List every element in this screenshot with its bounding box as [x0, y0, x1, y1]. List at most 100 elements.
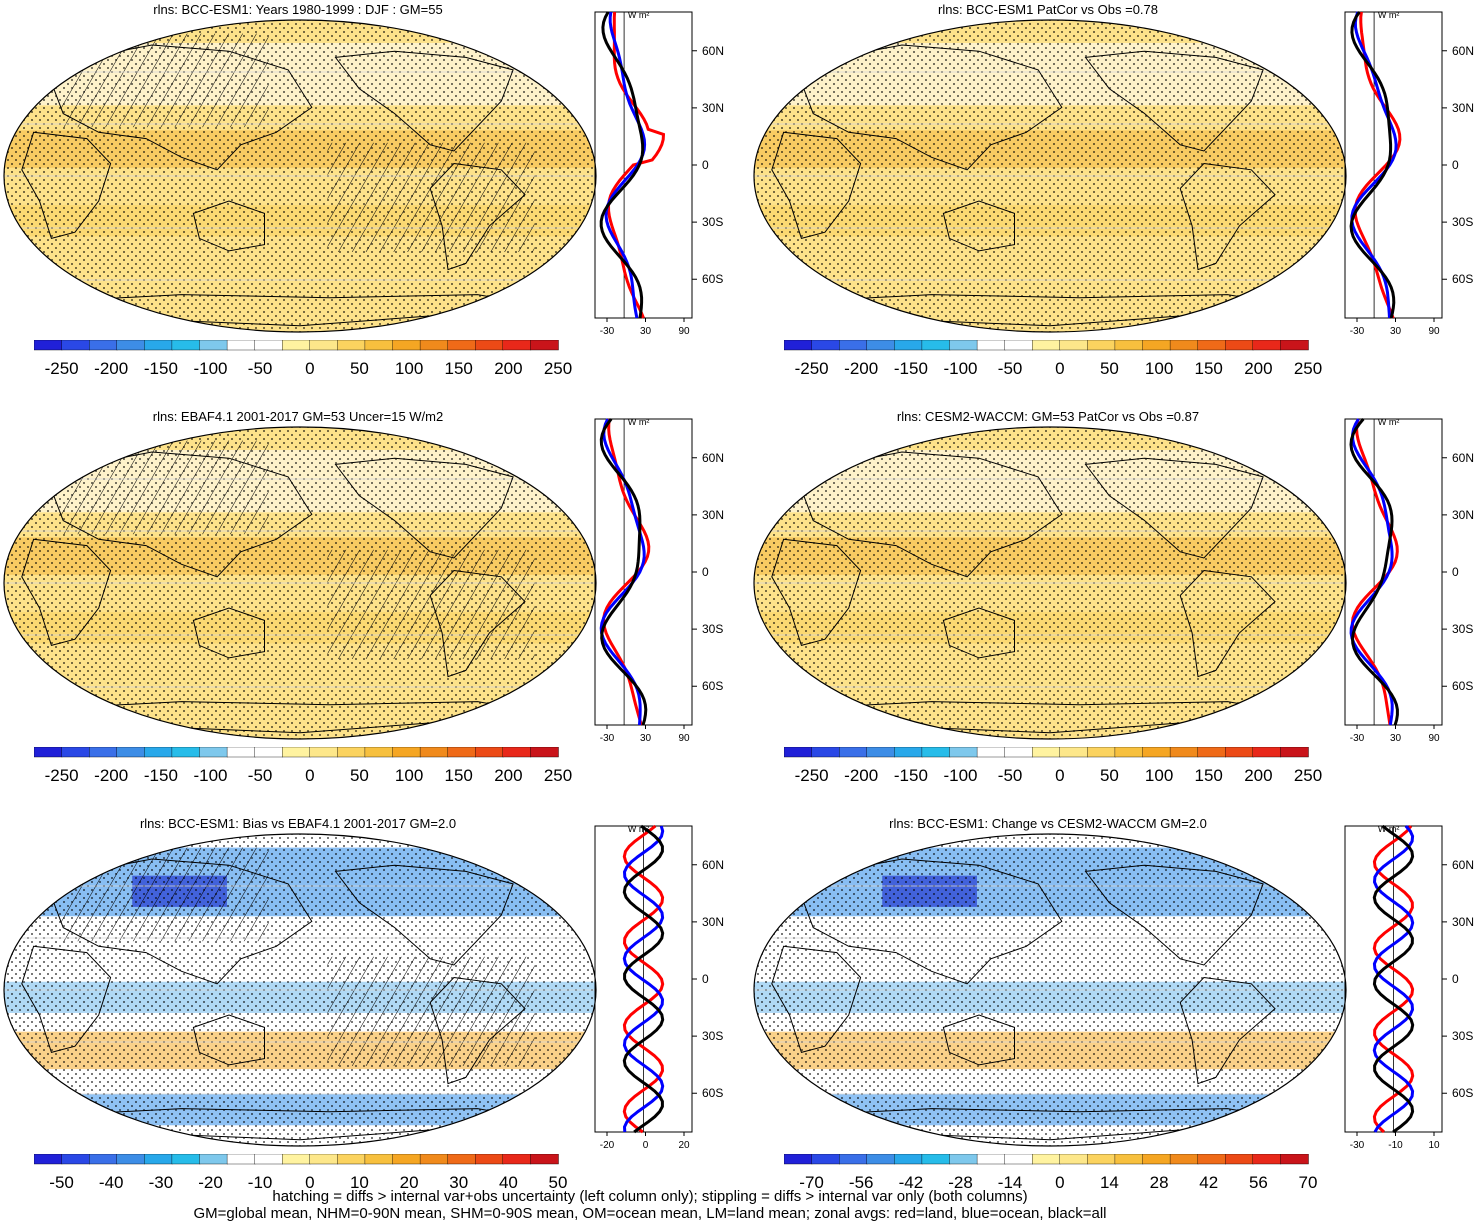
coastline-eurasia: [50, 44, 313, 171]
coastline-australia: [192, 200, 265, 252]
coastline-n-america: [1084, 457, 1264, 559]
colorbar-tick-label: 250: [544, 766, 572, 785]
coastline-n-america: [334, 50, 514, 152]
colorbar-swatch: [1114, 747, 1144, 758]
lat-label: 30N: [1452, 508, 1474, 522]
lat-label: 60S: [1452, 1086, 1473, 1100]
colorbar-tick-label: -200: [844, 766, 878, 785]
colorbar-tick-label: -100: [943, 766, 977, 785]
lat-label: 0: [1452, 158, 1459, 172]
colorbar-swatch: [1031, 340, 1061, 351]
map-panel: [753, 426, 1347, 740]
colorbar-swatch: [921, 340, 951, 351]
colorbar-tick-label: 50: [1100, 766, 1119, 785]
colorbar-tick-label: -250: [795, 359, 829, 378]
colorbar-swatch: [34, 340, 63, 351]
colorbar-swatch: [89, 1154, 118, 1165]
colorbar-tick-label: -50: [998, 766, 1023, 785]
colorbar-swatch: [921, 1154, 951, 1165]
lat-label: 60S: [1452, 679, 1473, 693]
x-tick-label: 10: [1428, 1140, 1440, 1151]
colorbar-swatch: [116, 1154, 145, 1165]
colorbar-swatch: [199, 340, 228, 351]
units-label: W m²: [628, 10, 650, 20]
colorbar-tick-label: -200: [844, 359, 878, 378]
panel-title: rlns: EBAF4.1 2001-2017 GM=53 Uncer=15 W…: [152, 409, 444, 424]
colorbar-swatch: [976, 1154, 1006, 1165]
colorbar-swatch: [811, 340, 840, 351]
panel-title: rlns: BCC-ESM1 PatCor vs Obs =0.78: [938, 2, 1158, 17]
lat-label: 30S: [1452, 215, 1473, 229]
zonal-curve-ocean: [1349, 418, 1394, 726]
panel-title: rlns: BCC-ESM1: Years 1980-1999 : DJF : …: [153, 2, 443, 17]
coastline-n-america: [334, 864, 514, 966]
map-field: [4, 427, 596, 739]
coastline-s-america: [429, 162, 526, 271]
colorbar-swatch: [1004, 340, 1033, 351]
colorbar-swatch: [337, 340, 366, 351]
colorbar: -250 -200 -150 -100 -50 0 50 100 150 200 250: [34, 340, 572, 378]
colorbar: -250 -200 -150 -100 -50 0 50 100 150 200 250: [34, 747, 572, 785]
colorbar-swatch: [309, 1154, 339, 1165]
x-tick-label: -30: [600, 326, 615, 337]
colorbar-swatch: [1169, 1154, 1199, 1165]
x-tick-label: 90: [1428, 733, 1440, 744]
colorbar-swatch: [392, 340, 421, 351]
colorbar-tick-label: 200: [494, 766, 522, 785]
x-tick-label: 0: [643, 1140, 649, 1151]
colorbar-swatch: [1197, 747, 1227, 758]
colorbar-swatch: [171, 340, 201, 351]
map-field: [4, 20, 596, 332]
coastline-africa: [771, 131, 862, 240]
panel-title: rlns: CESM2-WACCM: GM=53 PatCor vs Obs =…: [896, 409, 1200, 424]
coastline-australia: [942, 607, 1015, 659]
lat-label: 30N: [702, 508, 724, 522]
colorbar-swatch: [171, 1154, 201, 1165]
colorbar: -70 -56 -42 -28 -14 0 14 28 42 56 70: [784, 1154, 1317, 1192]
colorbar-swatch: [475, 340, 504, 351]
colorbar-tick-label: -250: [45, 766, 79, 785]
x-tick-label: -30: [1350, 326, 1365, 337]
colorbar-tick-label: 50: [1100, 359, 1119, 378]
colorbar-swatch: [364, 747, 394, 758]
map-panel: [3, 19, 597, 333]
colorbar-tick-label: -150: [894, 766, 928, 785]
hatching: [61, 847, 269, 942]
coastline-africa: [771, 945, 862, 1054]
coastline-eurasia: [50, 451, 313, 578]
zonal-mean-plot: W m² 60N 30N 0 30S 60S -30 30 90: [594, 417, 724, 744]
zonal-mean-plot: W m² 60N 30N 0 30S 60S -30 30 90: [1344, 10, 1474, 337]
colorbar-tick-label: -100: [193, 359, 227, 378]
lat-label: 60N: [702, 451, 724, 465]
zonal-curve-land: [1372, 825, 1415, 1134]
lat-label: 60N: [702, 44, 724, 58]
zonal-curve-land: [1353, 11, 1402, 319]
colorbar-swatch: [1142, 1154, 1171, 1165]
colorbar-swatch: [61, 340, 90, 351]
colorbar-swatch: [894, 1154, 923, 1165]
colorbar-swatch: [199, 747, 228, 758]
colorbar-swatch: [784, 747, 813, 758]
zonal-frame: [1344, 11, 1443, 319]
colorbar: -250 -200 -150 -100 -50 0 50 100 150 200 250: [784, 340, 1322, 378]
zonal-curve-all: [1349, 11, 1396, 319]
hatching: [327, 956, 535, 1066]
map-panel: [753, 833, 1347, 1147]
colorbar-swatch: [949, 340, 978, 351]
colorbar-tick-label: 30: [449, 1173, 468, 1192]
colorbar-swatch: [839, 747, 868, 758]
lat-label: 30N: [702, 915, 724, 929]
colorbar-swatch: [976, 340, 1006, 351]
colorbar-swatch: [89, 340, 118, 351]
x-tick-label: -30: [600, 733, 615, 744]
colorbar-swatch: [1225, 1154, 1254, 1165]
colorbar-swatch: [1087, 340, 1116, 351]
colorbar-swatch: [530, 1154, 559, 1165]
zonal-curve-ocean: [622, 825, 665, 1133]
map-border: [753, 426, 1347, 740]
lat-label: 0: [1452, 565, 1459, 579]
lat-label: 30S: [702, 622, 723, 636]
colorbar-tick-label: 150: [445, 766, 473, 785]
colorbar-tick-label: 28: [1150, 1173, 1169, 1192]
